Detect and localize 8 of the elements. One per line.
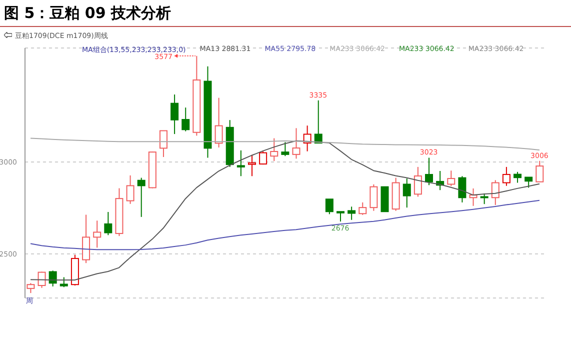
candlestick — [270, 138, 278, 162]
candlestick — [236, 150, 245, 177]
candlestick — [204, 66, 212, 158]
chart-title: 图 5：豆粕 09 技术分析 — [0, 0, 571, 27]
candlestick — [502, 166, 510, 186]
candlestick — [214, 97, 223, 148]
candlestick — [93, 220, 102, 248]
candlestick — [170, 94, 179, 135]
